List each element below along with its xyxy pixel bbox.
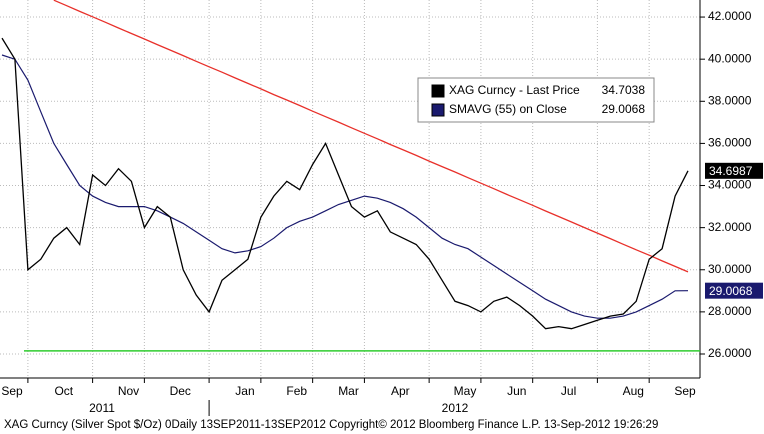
x-tick-label: Feb (286, 384, 307, 398)
legend: XAG Curncy - Last Price 34.7038 SMAVG (55)… (417, 77, 655, 123)
y-tick-label: 36.0000 (708, 136, 752, 150)
x-tick-label: Jun (507, 384, 526, 398)
legend-value: 34.7038 (602, 83, 646, 97)
y-tick-label: 32.0000 (708, 220, 752, 234)
legend-label: XAG Curncy - Last Price (449, 83, 580, 97)
legend-value: 29.0068 (602, 102, 646, 116)
x-tick-label: Mar (338, 384, 359, 398)
y-tick-label: 30.0000 (708, 262, 752, 276)
legend-swatch (431, 103, 445, 117)
x-tick-label: May (454, 384, 477, 398)
y-tick-label: 26.0000 (708, 346, 752, 360)
x-tick-label: Dec (170, 384, 191, 398)
y-tick-label: 40.0000 (708, 51, 752, 65)
x-tick-label: Aug (623, 384, 644, 398)
x-tick-label: Oct (54, 384, 73, 398)
x-tick-label: Sep (674, 384, 696, 398)
legend-swatch (431, 84, 445, 98)
footer: XAG Curncy (Silver Spot $/Oz) 0Daily 13S… (4, 419, 658, 431)
price-badge-label: 34.6987 (709, 164, 753, 178)
price-badge-label: 29.0068 (709, 284, 753, 298)
x-tick-label: Sep (1, 384, 23, 398)
x-tick-label: Jan (235, 384, 254, 398)
legend-label: SMAVG (55) on Close (449, 102, 567, 116)
year-label: 2011 (89, 401, 115, 415)
y-tick-label: 38.0000 (708, 93, 752, 107)
series-line (1, 54, 689, 319)
price-badge (705, 282, 763, 299)
y-tick-label: 42.0000 (708, 9, 752, 23)
series-line (1, 37, 689, 330)
x-tick-label: Apr (391, 384, 410, 398)
price-badge (705, 162, 763, 179)
legend-box (417, 77, 655, 123)
x-tick-label: Jul (561, 384, 576, 398)
y-tick-label: 34.0000 (708, 178, 752, 192)
y-tick-label: 28.0000 (708, 304, 752, 318)
x-tick-label: Nov (118, 384, 139, 398)
year-label: 2012 (442, 401, 469, 415)
trend-line (53, 0, 689, 273)
